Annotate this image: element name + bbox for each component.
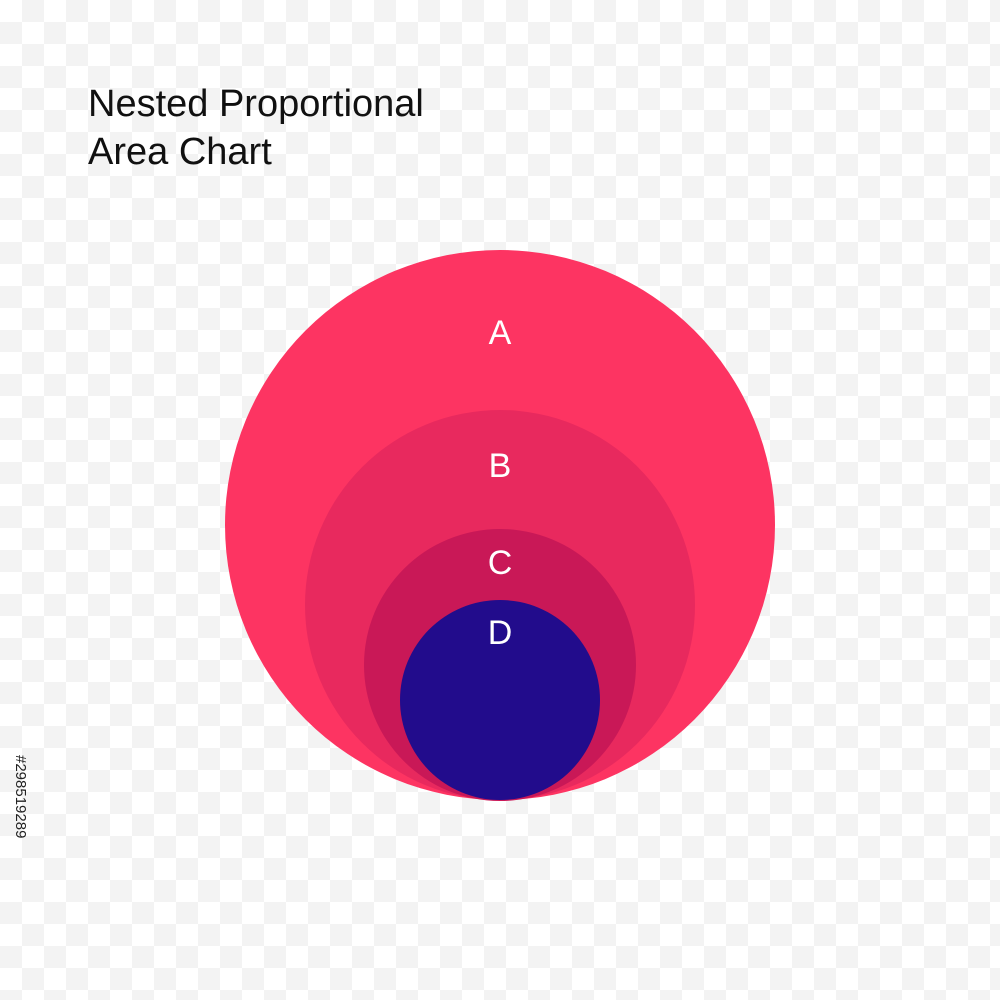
- stock-image-id: #298519289: [1, 755, 41, 865]
- chart-title: Nested Proportional Area Chart: [88, 80, 648, 176]
- circle-label-c: C: [488, 544, 513, 582]
- labels-layer: A B CD: [488, 314, 513, 652]
- stock-image-id-text: #298519289: [12, 755, 29, 839]
- circles-layer: [225, 250, 775, 801]
- circle-label-d: D: [488, 614, 513, 652]
- chart-title-line-2: Area Chart: [88, 131, 272, 173]
- chart-title-line-1: Nested Proportional: [88, 83, 424, 125]
- circle-label-a: A: [489, 314, 512, 352]
- circle-label-b: B: [489, 447, 512, 485]
- circle-d: [400, 600, 600, 800]
